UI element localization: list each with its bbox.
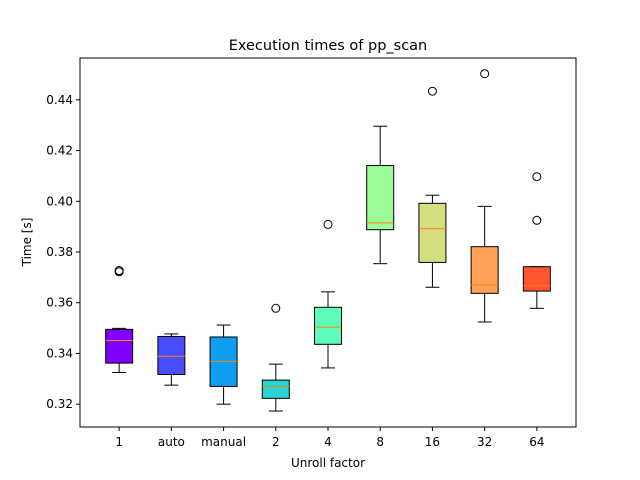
box-body-auto (157, 335, 186, 376)
box-auto (157, 333, 186, 386)
x-tick-label-1: 1 (115, 435, 123, 449)
x-axis-label: Unroll factor (291, 456, 365, 470)
x-tick-label-2: 2 (272, 435, 280, 449)
y-tick-label-6: 0.44 (46, 93, 73, 107)
x-tick-label-manual: manual (201, 435, 246, 449)
box-body-2 (261, 379, 290, 399)
x-axis: 1 auto manual 2 4 8 16 32 64 (115, 427, 544, 449)
x-tick-label-auto: auto (158, 435, 185, 449)
box-4 (314, 219, 342, 369)
box-2 (261, 303, 290, 412)
box-16 (418, 86, 447, 288)
flier-4-0 (323, 219, 333, 229)
y-tick-label-0: 0.32 (46, 397, 73, 411)
x-tick-label-64: 64 (529, 435, 544, 449)
box-body-4 (314, 306, 342, 345)
box-body-64 (522, 266, 551, 292)
flier-16-0 (427, 86, 437, 96)
y-tick-label-1: 0.34 (46, 346, 73, 360)
box-body-16 (418, 202, 447, 263)
x-tick-label-4: 4 (324, 435, 332, 449)
x-tick-label-32: 32 (477, 435, 492, 449)
box-1 (105, 266, 134, 373)
flier-32-0 (480, 69, 490, 79)
box-body-32 (470, 246, 499, 294)
y-tick-label-5: 0.42 (46, 144, 73, 158)
flier-64-1 (532, 172, 542, 182)
plot-frame (79, 57, 577, 428)
boxes-group (105, 69, 551, 412)
box-64 (522, 172, 551, 309)
box-8 (366, 125, 395, 265)
flier-64-0 (532, 215, 542, 225)
y-axis: 0.32 0.34 0.36 0.38 0.40 0.42 0.44 (46, 93, 80, 411)
flier-2-0 (271, 303, 281, 313)
box-body-1 (105, 328, 134, 364)
x-tick-label-16: 16 (425, 435, 440, 449)
flier-1-1 (114, 266, 124, 276)
y-axis-label: Time [s] (20, 218, 34, 268)
x-tick-label-8: 8 (376, 435, 384, 449)
y-tick-label-2: 0.36 (46, 296, 73, 310)
chart-title: Execution times of pp_scan (229, 38, 428, 54)
y-tick-label-4: 0.40 (46, 194, 73, 208)
box-body-8 (366, 165, 395, 231)
box-32 (470, 69, 499, 323)
box-manual (209, 324, 238, 405)
y-tick-label-3: 0.38 (46, 245, 73, 259)
